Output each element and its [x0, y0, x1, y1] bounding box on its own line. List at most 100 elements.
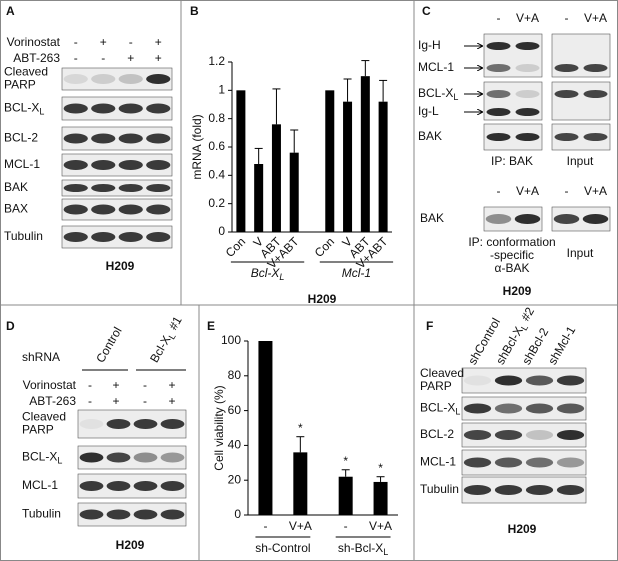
blot-label: BCL-XL — [420, 401, 460, 417]
blot-label-main: BCL-X — [4, 101, 39, 115]
blot-label-sub: L — [455, 407, 460, 417]
bar — [271, 124, 281, 232]
cell-line: H209 — [116, 538, 145, 552]
blot-label-main: BCL-X — [420, 401, 455, 415]
band — [515, 133, 540, 141]
treatment-sign: + — [155, 51, 162, 65]
x-tick-label: Con — [312, 234, 337, 259]
band — [553, 214, 580, 224]
band — [494, 375, 523, 386]
y-tick-label: 20 — [228, 472, 242, 486]
band — [79, 481, 104, 491]
blot-label: BAX — [4, 202, 28, 216]
blot-label: MCL-1 — [418, 60, 454, 74]
blot-label: MCL-1 — [420, 455, 456, 469]
band — [118, 74, 143, 84]
group-label-main: Bcl-X — [251, 266, 281, 280]
blot — [77, 445, 187, 470]
band — [494, 430, 523, 440]
band — [118, 204, 143, 215]
treatment-sign: + — [168, 378, 175, 392]
band — [486, 90, 511, 98]
band — [63, 103, 88, 114]
condition: V+A — [584, 184, 607, 198]
band — [63, 232, 88, 242]
y-tick-label: 100 — [221, 333, 241, 347]
condition: V+A — [516, 11, 539, 25]
y-tick-label: 80 — [228, 368, 242, 382]
panel-label: F — [426, 319, 433, 333]
band — [525, 457, 554, 468]
group-label: sh-Control — [255, 541, 310, 555]
bar — [343, 101, 353, 233]
band — [118, 184, 143, 192]
band — [118, 103, 143, 114]
band — [106, 481, 131, 491]
band — [146, 103, 171, 114]
panel-label: A — [6, 4, 15, 18]
treatment-sign: + — [168, 394, 175, 408]
treatment-sign: - — [88, 394, 92, 408]
band — [486, 108, 511, 116]
band — [583, 90, 608, 98]
shrna-name: Control — [93, 325, 124, 366]
band — [583, 133, 608, 141]
x-tick-label: V+A — [289, 519, 312, 533]
treatment-label: ABT-263 — [29, 394, 76, 408]
blot-label: Cleaved — [420, 366, 464, 380]
blot-label: PARP — [22, 423, 54, 437]
blot-label-sub: L — [39, 107, 44, 117]
treatment-sign: + — [112, 378, 119, 392]
band — [525, 375, 554, 386]
band — [146, 232, 171, 242]
panel-label: B — [190, 4, 199, 18]
group-label-sub: L — [383, 547, 388, 557]
band — [106, 509, 131, 520]
band — [63, 204, 88, 215]
x-tick-label: - — [344, 519, 348, 533]
blot — [61, 198, 173, 221]
treatment-sign: + — [127, 51, 134, 65]
condition: - — [497, 184, 501, 198]
y-tick-label: 0.2 — [208, 196, 225, 210]
band — [91, 103, 116, 114]
shrna-name: shMcl-1 — [545, 323, 578, 367]
band — [146, 160, 171, 170]
band — [160, 481, 185, 491]
band — [463, 403, 492, 414]
band — [79, 509, 104, 520]
y-axis-label: Cell viability (%) — [212, 385, 226, 470]
band — [515, 108, 540, 116]
band — [582, 214, 609, 224]
band — [118, 133, 143, 144]
band — [583, 64, 608, 72]
shrna-name-sub: L — [519, 323, 530, 332]
blot-label: PARP — [420, 379, 452, 393]
band — [494, 485, 523, 495]
cell-line: H209 — [106, 259, 135, 273]
ip-label: IP: conformation — [468, 235, 555, 249]
band — [91, 133, 116, 144]
blot — [61, 179, 173, 197]
band — [554, 64, 579, 72]
band — [133, 509, 158, 520]
band — [79, 419, 104, 429]
blot — [61, 153, 173, 177]
bar — [258, 341, 273, 515]
band — [486, 133, 511, 141]
cell-line: H209 — [308, 292, 337, 306]
condition: - — [565, 11, 569, 25]
band — [91, 232, 116, 242]
y-tick-label: 0 — [218, 224, 225, 238]
treatment-sign: + — [100, 35, 107, 49]
band — [160, 452, 185, 463]
blot-label: BCL-XL — [22, 450, 62, 466]
bar — [373, 481, 388, 515]
y-tick-label: 0.4 — [208, 168, 225, 182]
cell-line: H209 — [503, 284, 532, 298]
condition: - — [497, 11, 501, 25]
band — [556, 403, 585, 414]
blot — [77, 502, 187, 527]
y-tick-label: 0 — [234, 507, 241, 521]
band — [525, 430, 554, 440]
